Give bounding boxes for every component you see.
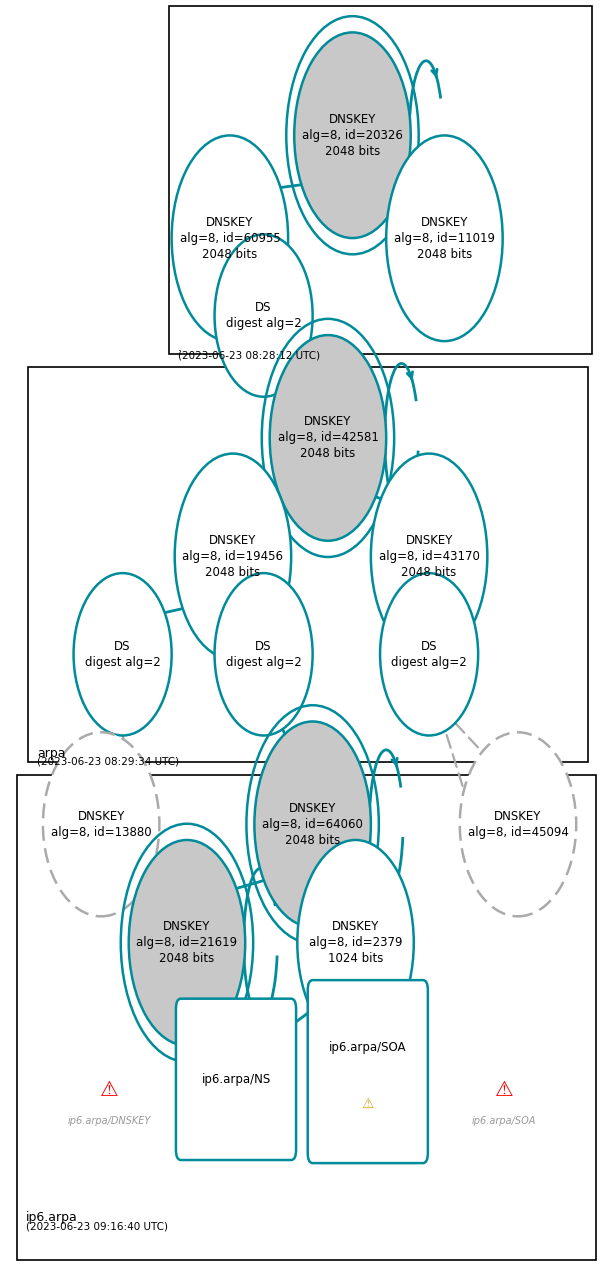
Text: DS
digest alg=2: DS digest alg=2 bbox=[85, 640, 161, 668]
Bar bbox=[28, 367, 588, 762]
Ellipse shape bbox=[175, 453, 291, 659]
Text: ⚠: ⚠ bbox=[495, 1079, 513, 1100]
Text: ip6.arpa/DNSKEY: ip6.arpa/DNSKEY bbox=[67, 1115, 151, 1126]
Ellipse shape bbox=[129, 840, 245, 1046]
Ellipse shape bbox=[215, 573, 313, 735]
Text: DS
digest alg=2: DS digest alg=2 bbox=[391, 640, 467, 668]
Text: DNSKEY
alg=8, id=21619
2048 bits: DNSKEY alg=8, id=21619 2048 bits bbox=[137, 921, 237, 965]
Text: (2023-06-23 09:16:40 UTC): (2023-06-23 09:16:40 UTC) bbox=[26, 1221, 169, 1231]
Ellipse shape bbox=[371, 453, 487, 659]
Text: .: . bbox=[178, 341, 182, 354]
Text: ip6.arpa/SOA: ip6.arpa/SOA bbox=[471, 1115, 536, 1126]
Text: ip6.arpa/SOA: ip6.arpa/SOA bbox=[329, 1041, 406, 1054]
Text: DNSKEY
alg=8, id=43170
2048 bits: DNSKEY alg=8, id=43170 2048 bits bbox=[379, 535, 479, 578]
Text: DS
digest alg=2: DS digest alg=2 bbox=[226, 640, 302, 668]
Ellipse shape bbox=[254, 721, 371, 927]
Ellipse shape bbox=[270, 335, 386, 541]
Text: DNSKEY
alg=8, id=20326
2048 bits: DNSKEY alg=8, id=20326 2048 bits bbox=[302, 113, 403, 157]
FancyBboxPatch shape bbox=[176, 998, 296, 1160]
Ellipse shape bbox=[297, 840, 414, 1046]
Text: DS
digest alg=2: DS digest alg=2 bbox=[226, 301, 302, 330]
Text: ⚠: ⚠ bbox=[100, 1079, 118, 1100]
Ellipse shape bbox=[74, 573, 172, 735]
FancyBboxPatch shape bbox=[308, 980, 428, 1163]
Ellipse shape bbox=[172, 135, 288, 341]
Bar bbox=[169, 6, 592, 354]
Ellipse shape bbox=[460, 733, 576, 916]
Text: DNSKEY
alg=8, id=2379
1024 bits: DNSKEY alg=8, id=2379 1024 bits bbox=[309, 921, 402, 965]
Ellipse shape bbox=[215, 234, 313, 397]
Text: DNSKEY
alg=8, id=45094: DNSKEY alg=8, id=45094 bbox=[468, 810, 568, 838]
Text: arpa: arpa bbox=[37, 747, 65, 760]
Text: ip6.arpa/NS: ip6.arpa/NS bbox=[202, 1073, 270, 1086]
Text: ip6.arpa: ip6.arpa bbox=[26, 1211, 78, 1224]
Text: DNSKEY
alg=8, id=19456
2048 bits: DNSKEY alg=8, id=19456 2048 bits bbox=[183, 535, 283, 578]
Text: ⚠: ⚠ bbox=[362, 1097, 374, 1112]
Ellipse shape bbox=[294, 32, 411, 238]
Text: DNSKEY
alg=8, id=64060
2048 bits: DNSKEY alg=8, id=64060 2048 bits bbox=[262, 802, 363, 846]
Text: (2023-06-23 08:29:34 UTC): (2023-06-23 08:29:34 UTC) bbox=[37, 756, 179, 766]
Text: DNSKEY
alg=8, id=11019
2048 bits: DNSKEY alg=8, id=11019 2048 bits bbox=[394, 216, 495, 260]
Text: DNSKEY
alg=8, id=60955
2048 bits: DNSKEY alg=8, id=60955 2048 bits bbox=[180, 216, 280, 260]
Text: (2023-06-23 08:28:12 UTC): (2023-06-23 08:28:12 UTC) bbox=[178, 350, 320, 361]
Ellipse shape bbox=[380, 573, 478, 735]
Ellipse shape bbox=[386, 135, 503, 341]
Text: DNSKEY
alg=8, id=13880: DNSKEY alg=8, id=13880 bbox=[51, 810, 151, 838]
Ellipse shape bbox=[43, 733, 159, 916]
Bar bbox=[17, 775, 596, 1260]
Text: DNSKEY
alg=8, id=42581
2048 bits: DNSKEY alg=8, id=42581 2048 bits bbox=[278, 416, 378, 460]
